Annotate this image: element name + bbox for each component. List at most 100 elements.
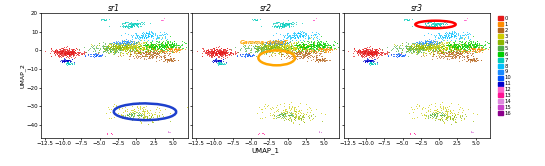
- Point: [275, 51, 283, 54]
- Point: [455, 49, 463, 52]
- Point: [173, 44, 182, 46]
- Point: [154, 51, 163, 54]
- Point: [161, 41, 169, 44]
- Point: [295, 47, 304, 50]
- Point: [449, 46, 457, 49]
- Point: [280, 44, 289, 47]
- Point: [267, 45, 275, 47]
- Point: [429, 113, 438, 116]
- Point: [275, 116, 283, 118]
- Point: [398, 42, 407, 44]
- Point: [298, 43, 307, 46]
- Point: [252, 50, 261, 53]
- Point: [130, 112, 138, 114]
- Point: [168, 59, 177, 62]
- Point: [213, 52, 222, 55]
- Point: [468, 47, 476, 49]
- Point: [320, 59, 329, 62]
- Point: [377, 54, 385, 57]
- Point: [295, 49, 304, 51]
- Point: [260, 46, 269, 49]
- Point: [91, 54, 100, 57]
- Point: [217, 63, 226, 65]
- Point: [467, 45, 475, 48]
- Point: [202, 50, 210, 53]
- Point: [288, 56, 296, 59]
- Point: [431, 42, 439, 45]
- Point: [456, 50, 464, 53]
- Point: [275, 41, 283, 44]
- Point: [359, 51, 367, 54]
- Point: [149, 43, 158, 45]
- Point: [477, 46, 486, 48]
- Point: [452, 52, 461, 54]
- Point: [125, 42, 134, 45]
- Point: [395, 55, 403, 57]
- Point: [424, 114, 433, 117]
- Point: [298, 41, 307, 43]
- Point: [95, 44, 104, 47]
- Point: [146, 50, 154, 53]
- Point: [287, 52, 296, 55]
- Point: [320, 59, 329, 62]
- Point: [128, 23, 137, 25]
- Point: [410, 49, 419, 52]
- Point: [253, 48, 262, 51]
- Point: [144, 114, 153, 117]
- Point: [60, 47, 69, 50]
- Point: [216, 59, 225, 61]
- Point: [101, 18, 110, 20]
- Point: [413, 51, 422, 54]
- Point: [445, 32, 454, 35]
- Point: [462, 46, 470, 49]
- Point: [387, 53, 396, 56]
- Point: [120, 46, 129, 49]
- Point: [161, 58, 169, 61]
- Point: [251, 46, 259, 49]
- Point: [280, 24, 288, 26]
- Point: [317, 43, 326, 46]
- Point: [298, 41, 307, 44]
- Point: [158, 18, 167, 21]
- Point: [286, 45, 295, 47]
- Point: [313, 49, 322, 52]
- Point: [365, 55, 374, 58]
- Point: [458, 114, 467, 117]
- Point: [175, 45, 184, 48]
- Point: [369, 50, 378, 53]
- Point: [432, 21, 441, 24]
- Point: [136, 56, 145, 59]
- Point: [445, 51, 453, 54]
- Point: [175, 46, 184, 48]
- Point: [305, 46, 314, 49]
- Point: [143, 115, 152, 117]
- Point: [129, 47, 138, 50]
- Point: [153, 55, 161, 58]
- Point: [422, 40, 431, 43]
- Point: [279, 105, 288, 107]
- Point: [355, 48, 364, 51]
- Point: [154, 51, 163, 54]
- Point: [58, 49, 66, 52]
- Point: [144, 54, 153, 57]
- Point: [206, 52, 215, 55]
- Point: [265, 46, 274, 48]
- Point: [474, 49, 482, 52]
- Point: [136, 49, 144, 51]
- Point: [288, 38, 296, 41]
- Point: [265, 46, 274, 48]
- Point: [439, 55, 448, 58]
- Point: [423, 46, 432, 49]
- Point: [458, 107, 467, 110]
- Point: [441, 52, 450, 55]
- Point: [111, 43, 120, 46]
- Point: [137, 36, 146, 39]
- Point: [407, 44, 415, 46]
- Point: [166, 50, 175, 52]
- Point: [429, 25, 438, 28]
- Point: [279, 102, 288, 104]
- Point: [219, 49, 227, 52]
- Point: [153, 47, 161, 49]
- Point: [434, 52, 443, 55]
- Point: [282, 118, 290, 120]
